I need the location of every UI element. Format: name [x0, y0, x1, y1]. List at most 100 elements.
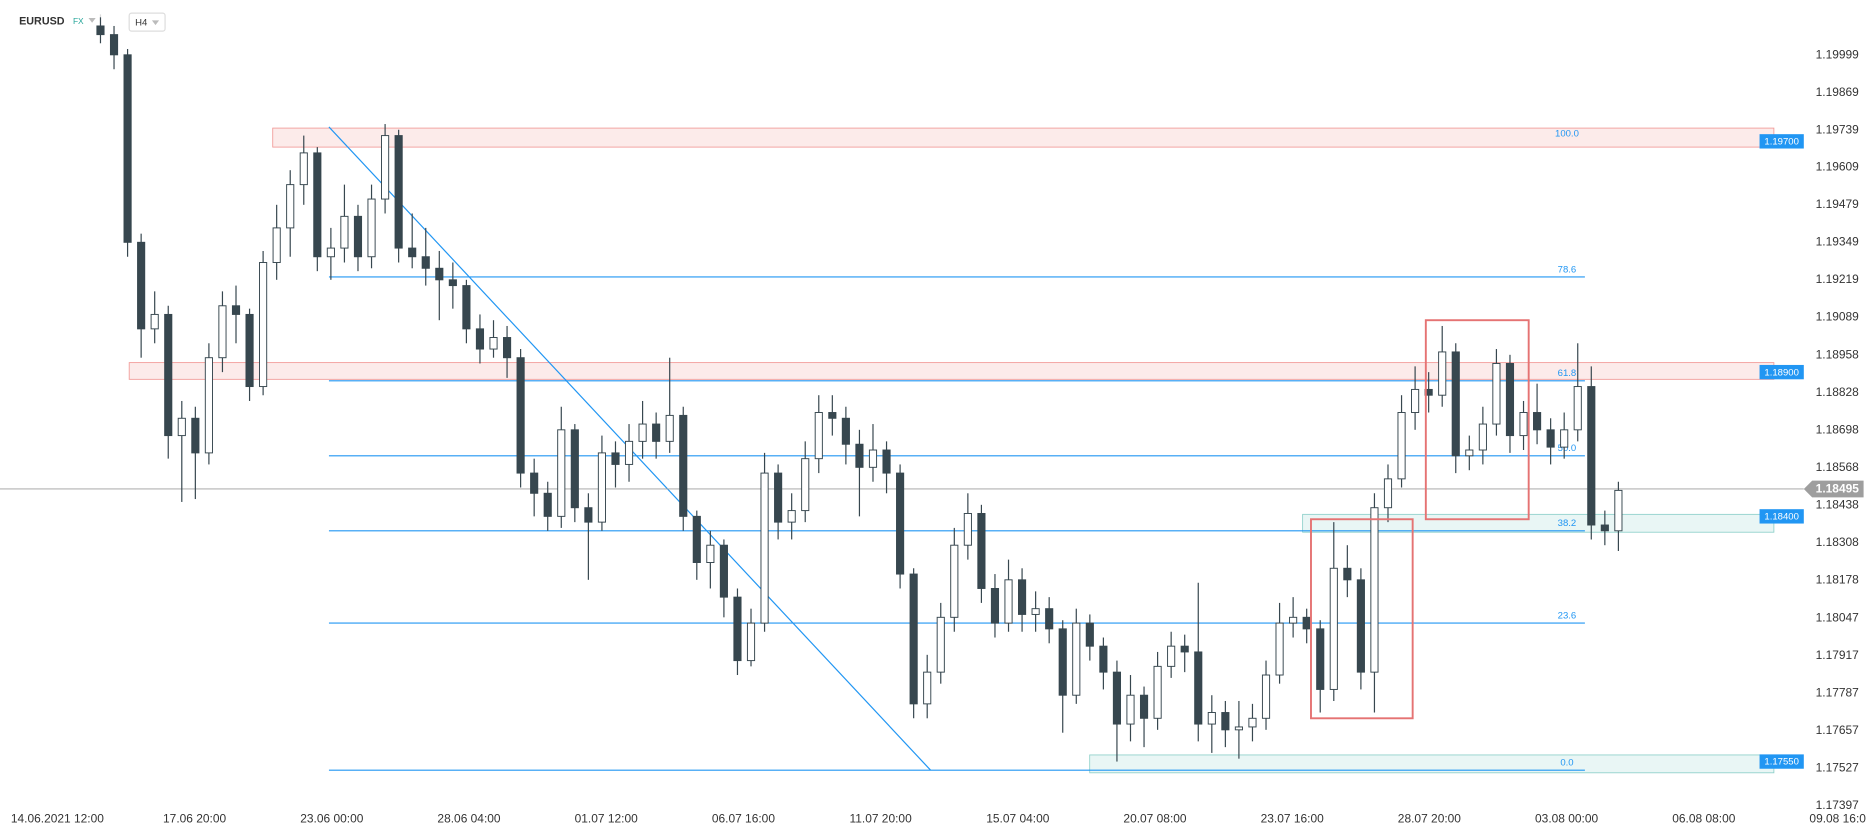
- candle-body: [936, 616, 945, 673]
- candle-body: [408, 247, 417, 258]
- interval-select[interactable]: [128, 12, 166, 32]
- candle-body: [584, 507, 593, 523]
- price-tag-label: 1.17550: [1764, 757, 1799, 768]
- x-tick-label: 03.08 00:00: [1535, 812, 1598, 826]
- fib-label: 100.0: [1555, 129, 1579, 140]
- candle-body: [1167, 645, 1176, 667]
- candle-body: [475, 328, 485, 350]
- candle-body: [340, 215, 349, 249]
- price-tag: [1759, 509, 1804, 524]
- x-tick-label: 14.06.2021 12:00: [11, 812, 104, 826]
- dropdown-arrow: [151, 20, 160, 26]
- candle-body: [1207, 712, 1216, 725]
- candle-body: [1343, 567, 1352, 581]
- candle-body: [1018, 579, 1027, 615]
- candle-body: [1248, 717, 1257, 728]
- y-tick-label: 1.19349: [1816, 235, 1860, 249]
- candle-body: [191, 417, 200, 454]
- candle-body: [381, 135, 390, 200]
- candle-body: [841, 417, 850, 445]
- candle-body: [1356, 579, 1365, 673]
- y-tick-label: 1.19869: [1816, 85, 1860, 99]
- candle-body: [1302, 616, 1311, 630]
- candle-body: [272, 227, 281, 263]
- candle-body: [557, 429, 566, 517]
- candle-body: [421, 256, 430, 269]
- candle-body: [177, 417, 186, 437]
- market: FX: [73, 16, 84, 26]
- candle-body: [1194, 651, 1203, 725]
- candle-body: [1600, 524, 1609, 532]
- candle-body: [679, 414, 688, 517]
- price-tag-label: 1.19700: [1764, 136, 1799, 147]
- candle-body: [1261, 674, 1271, 719]
- x-tick-label: 28.06 04:00: [437, 812, 500, 826]
- candle-body: [1438, 351, 1447, 396]
- x-tick-label: 23.06 00:00: [300, 812, 363, 826]
- candle-body: [1072, 622, 1081, 696]
- candle-body: [516, 357, 525, 474]
- candle-body: [611, 452, 620, 465]
- candle-body: [1478, 423, 1487, 451]
- y-tick-label: 1.19219: [1816, 272, 1860, 286]
- y-tick-label: 1.17657: [1816, 723, 1860, 737]
- fib-label: 50.0: [1558, 443, 1577, 454]
- y-tick-label: 1.19999: [1816, 47, 1860, 61]
- highlight-box: [1424, 319, 1530, 521]
- candle-body: [760, 472, 769, 624]
- candle-body: [96, 25, 105, 36]
- y-tick-label: 1.18308: [1816, 535, 1860, 549]
- y-tick-label: 1.17787: [1816, 685, 1860, 699]
- price-tag: [1759, 754, 1804, 769]
- candle-body: [543, 492, 552, 517]
- candle-body: [109, 34, 119, 56]
- candle-body: [868, 449, 878, 468]
- y-tick-label: 1.18828: [1816, 385, 1860, 399]
- candle-body: [624, 440, 634, 465]
- candle-body: [692, 515, 701, 563]
- candle-body: [448, 279, 457, 287]
- zone: [272, 127, 1775, 148]
- y-tick-label: 1.17527: [1816, 760, 1860, 774]
- candle-body: [164, 313, 173, 437]
- y-tick-label: 1.19739: [1816, 122, 1860, 136]
- candle-body: [1004, 579, 1013, 624]
- candle-body: [1519, 412, 1528, 437]
- x-tick-label: 11.07 20:00: [849, 812, 912, 826]
- candle-body: [1153, 665, 1162, 719]
- symbol: EURUSD: [19, 15, 65, 27]
- x-tick-label: 15.07 04:00: [986, 812, 1049, 826]
- candle-body: [1099, 645, 1108, 673]
- zone: [128, 362, 1775, 380]
- current-price-label: 1.18495: [1816, 482, 1860, 496]
- candle-body: [828, 412, 837, 419]
- y-tick-label: 1.18438: [1816, 498, 1860, 512]
- fib-label: 23.6: [1558, 610, 1577, 621]
- price-tag: [1759, 364, 1804, 380]
- candle-body: [326, 247, 335, 258]
- candle-body: [137, 241, 146, 330]
- candle-body: [1180, 645, 1189, 653]
- candle-body: [1505, 362, 1515, 437]
- candle-body: [530, 472, 539, 494]
- candle-body: [1614, 489, 1623, 532]
- candle-body: [367, 198, 376, 258]
- candle-body: [435, 267, 444, 281]
- candle-body: [313, 152, 322, 258]
- price-tag: [1759, 134, 1804, 149]
- price-tag-label: 1.18400: [1764, 511, 1799, 522]
- candle-body: [814, 412, 823, 460]
- dropdown-arrow[interactable]: [88, 17, 96, 23]
- candle-body: [1411, 388, 1420, 413]
- candle-body: [950, 544, 959, 618]
- candle-body: [719, 544, 728, 598]
- candle-body: [150, 313, 159, 330]
- y-tick-label: 1.19479: [1816, 197, 1860, 211]
- candle-body: [733, 596, 742, 662]
- candle-body: [123, 54, 132, 243]
- candle-body: [1289, 616, 1298, 624]
- interval: H4: [135, 17, 148, 28]
- candle-body: [1573, 386, 1582, 431]
